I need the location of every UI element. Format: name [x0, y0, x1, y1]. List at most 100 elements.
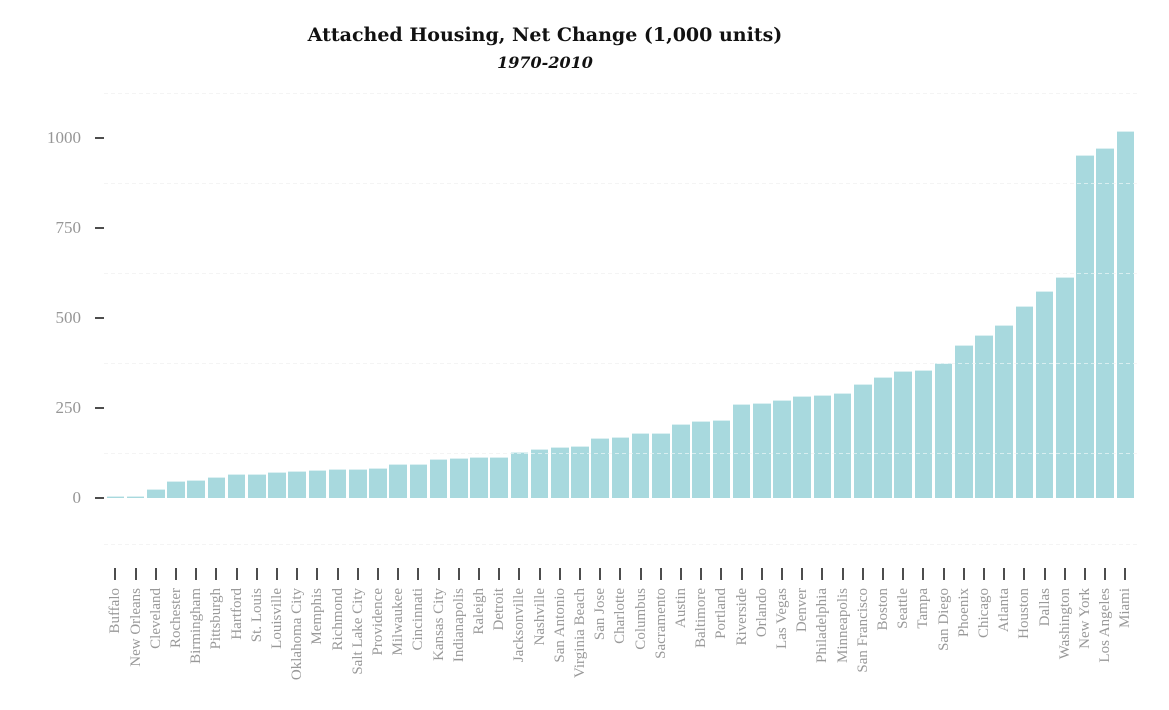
bar-las-vegas — [773, 400, 791, 499]
y-axis-tick — [94, 497, 104, 500]
x-axis-tick-label: Oklahoma City — [289, 588, 306, 681]
x-axis-tick-label: Philadelphia — [814, 588, 831, 663]
x-axis-tick — [680, 568, 682, 580]
x-axis-tick-label: Buffalo — [107, 588, 124, 634]
x-axis-tick-label: Nashville — [531, 588, 548, 646]
y-axis-tick-label: 750 — [55, 217, 82, 237]
x-axis-tick — [175, 568, 177, 580]
bar-seattle — [894, 371, 913, 499]
x-axis-tick — [922, 568, 925, 580]
x-axis-tick — [1063, 568, 1066, 580]
x-axis-tick-label: Phoenix — [955, 588, 972, 638]
x-axis-tick — [882, 568, 884, 580]
bar-new-york — [1076, 154, 1094, 499]
bar-buffalo — [106, 496, 125, 499]
x-axis-tick — [700, 568, 703, 580]
y-axis-tick — [94, 136, 104, 139]
bar-raleigh — [470, 457, 488, 499]
x-axis-tick-label: Orlando — [753, 588, 770, 638]
x-axis-tick — [558, 568, 561, 580]
bar-virginia-beach — [571, 446, 589, 499]
x-axis-tick-label: Jacksonville — [511, 588, 528, 663]
x-axis-tick — [1023, 568, 1026, 580]
bar-san-jose — [591, 437, 610, 499]
x-axis-tick — [195, 568, 198, 580]
x-axis-tick-label: Charlotte — [612, 588, 629, 644]
bar-tampa — [914, 370, 933, 499]
minor-gridline — [104, 453, 1140, 455]
bar-memphis — [308, 470, 327, 499]
bar-columbus — [631, 433, 650, 499]
x-axis-tick — [760, 568, 763, 580]
x-axis-tick-label: Washington — [1056, 588, 1073, 660]
bar-miami — [1116, 131, 1135, 499]
minor-gridline — [104, 543, 1140, 545]
minor-gridline — [104, 182, 1140, 184]
x-axis-tick-label: Portland — [713, 588, 730, 639]
x-axis-tick — [518, 568, 521, 580]
x-axis-tick-label: Baltimore — [693, 588, 710, 648]
x-axis-tick-label: St. Louis — [248, 588, 265, 643]
x-axis-tick-label: Sacramento — [652, 588, 669, 659]
bar-birmingham — [187, 479, 206, 499]
y-axis-tick — [94, 317, 104, 319]
bar-riverside — [732, 403, 751, 499]
x-axis-tick-label: Chicago — [976, 588, 992, 638]
bar-cleveland — [146, 489, 165, 499]
x-axis-tick — [538, 568, 541, 580]
x-axis-tick-label: Rochester — [168, 588, 184, 648]
x-axis-tick — [255, 568, 258, 580]
chart-header: Attached Housing, Net Change (1,000 unit… — [0, 24, 1090, 72]
x-axis-tick-label: Pittsburgh — [208, 588, 225, 650]
bar-san-diego — [934, 362, 953, 499]
x-axis-tick-label: Hartford — [228, 588, 245, 640]
bar-san-francisco — [853, 383, 872, 499]
x-axis-tick — [1003, 568, 1006, 580]
x-axis-tick — [235, 568, 238, 580]
bar-pittsburgh — [207, 477, 226, 499]
bar-philadelphia — [813, 395, 832, 499]
x-axis-tick-label: San Francisco — [854, 588, 871, 673]
x-axis-tick — [478, 568, 480, 580]
bar-denver — [793, 396, 812, 499]
x-axis-tick — [962, 568, 965, 580]
bar-st-louis — [247, 473, 266, 499]
bar-richmond — [328, 469, 347, 499]
x-axis-tick — [821, 568, 824, 580]
x-axis-tick-label: Dallas — [1036, 588, 1053, 627]
x-axis-tick — [377, 568, 379, 580]
bar-austin — [672, 424, 690, 499]
y-axis-tick — [94, 226, 104, 229]
x-axis-tick — [437, 568, 440, 580]
x-axis-tick-label: San Jose — [592, 588, 609, 641]
bar-nashville — [530, 448, 549, 499]
x-axis-tick-label: Denver — [794, 588, 811, 633]
y-axis-tick-label: 500 — [55, 308, 82, 327]
x-axis-tick-label: San Diego — [935, 588, 952, 651]
x-axis-tick — [1043, 568, 1046, 580]
x-axis-tick-label: Louisville — [269, 588, 285, 649]
x-axis-tick — [356, 568, 359, 580]
bar-washington — [1055, 276, 1074, 499]
minor-gridline — [104, 363, 1140, 365]
x-axis-tick-label: Birmingham — [188, 588, 205, 664]
x-axis-tick — [619, 568, 622, 580]
bar-salt-lake-city — [348, 468, 367, 499]
x-axis-tick — [861, 568, 864, 580]
x-axis-tick — [1084, 568, 1086, 580]
x-axis-tick-label: Austin — [673, 588, 689, 629]
x-axis-tick-label: Providence — [370, 588, 386, 656]
x-axis-tick — [942, 568, 945, 580]
bar-indianapolis — [449, 457, 468, 499]
x-axis-tick-label: Cincinnati — [410, 588, 427, 651]
bar-rochester — [167, 480, 185, 499]
x-axis-tick — [296, 568, 299, 580]
bar-phoenix — [954, 345, 973, 499]
x-axis-tick-label: Boston — [875, 588, 891, 631]
bar-baltimore — [692, 420, 711, 499]
bar-cincinnati — [409, 463, 428, 499]
x-axis-tick — [599, 568, 602, 580]
x-axis-tick-label: New York — [1077, 588, 1093, 649]
x-axis-tick — [740, 568, 743, 580]
